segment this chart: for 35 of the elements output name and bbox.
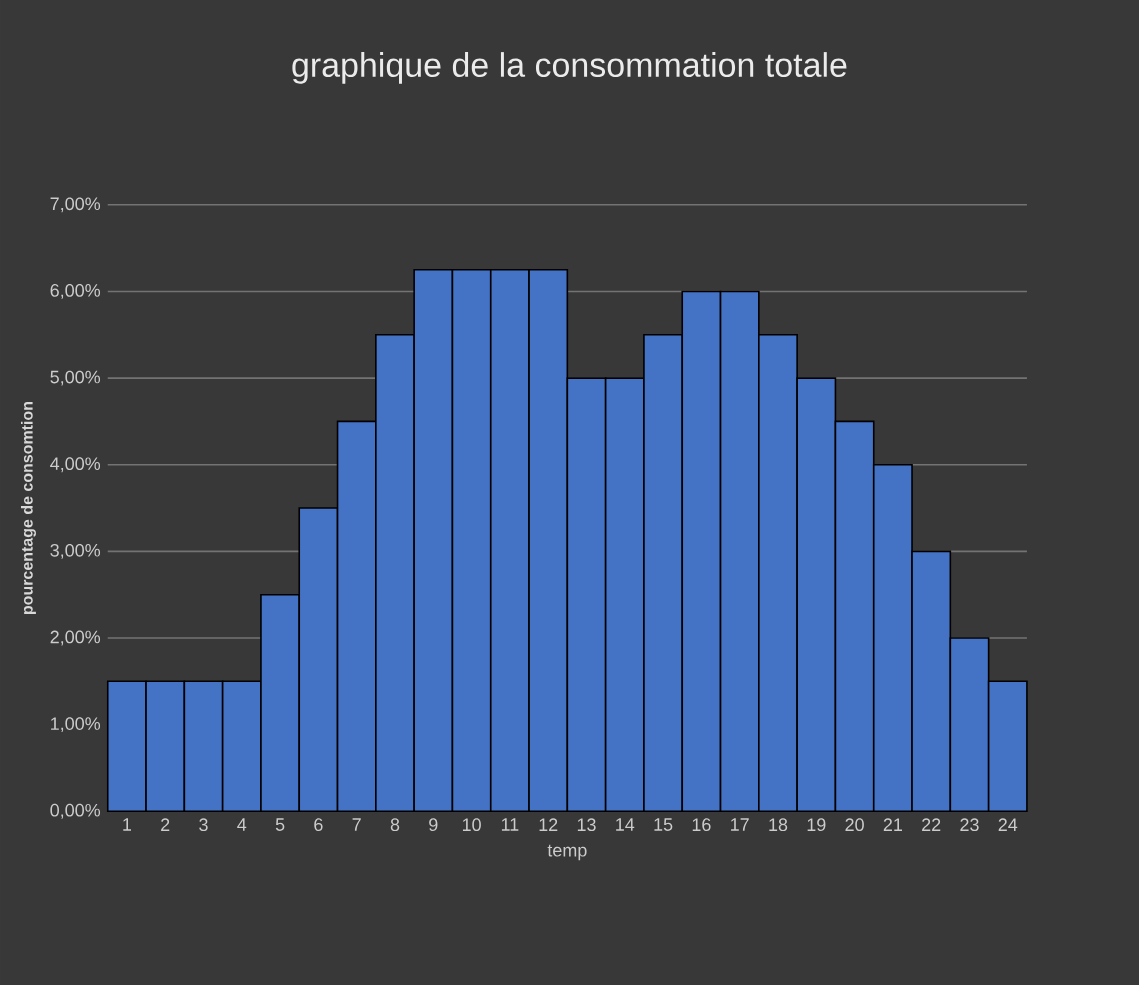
y-tick-label: 0,00% xyxy=(50,803,101,819)
y-axis-title: pourcentage de consomtion xyxy=(20,401,36,614)
y-tick-label: 6,00% xyxy=(50,283,101,299)
y-tick-label: 4,00% xyxy=(50,457,101,473)
x-tick-label: 24 xyxy=(998,818,1018,831)
y-tick-label: 2,00% xyxy=(50,630,101,646)
x-tick-label: 17 xyxy=(731,818,749,831)
x-tick-label: 8 xyxy=(390,818,400,832)
x-tick-label: 23 xyxy=(960,818,979,832)
x-tick-label: 12 xyxy=(539,818,558,831)
x-tick-label: 9 xyxy=(429,818,438,832)
x-tick-label: 4 xyxy=(237,818,247,831)
x-tick-label: 19 xyxy=(807,818,826,832)
x-tick-label: 7 xyxy=(352,818,361,831)
y-tick-label: 5,00% xyxy=(50,370,101,386)
x-tick-label: 20 xyxy=(845,818,864,832)
x-tick-label: 18 xyxy=(769,818,788,832)
x-tick-label: 15 xyxy=(654,818,673,831)
x-tick-label: 6 xyxy=(314,818,323,832)
x-tick-label: 22 xyxy=(922,818,941,831)
x-tick-label: 3 xyxy=(199,818,208,832)
x-tick-label: 21 xyxy=(883,818,902,831)
y-tick-label: 1,00% xyxy=(51,717,101,732)
x-tick-label: 13 xyxy=(577,818,596,832)
x-axis-title: temp xyxy=(547,844,587,861)
chart-title: graphique de la consommation totale xyxy=(292,52,847,84)
x-tick-label: 14 xyxy=(616,818,635,831)
x-tick-label: 1 xyxy=(123,818,132,831)
x-tick-label: 16 xyxy=(692,818,711,832)
x-tick-label: 10 xyxy=(462,818,481,832)
x-tick-label: 11 xyxy=(501,818,519,831)
x-tick-label: 5 xyxy=(275,818,285,831)
x-tick-label: 2 xyxy=(161,818,170,831)
y-tick-label: 3,00% xyxy=(50,543,101,559)
y-tick-label: 7,00% xyxy=(50,197,101,213)
